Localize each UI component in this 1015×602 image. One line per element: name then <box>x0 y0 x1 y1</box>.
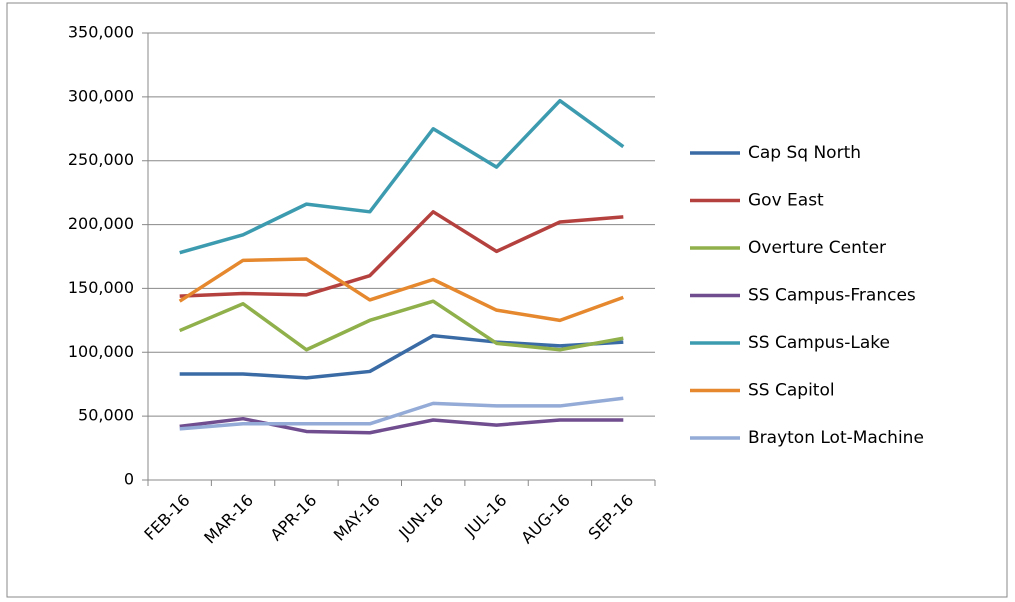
chart-border <box>6 2 1008 598</box>
legend-label: Overture Center <box>748 238 886 258</box>
legend-label: SS Campus-Frances <box>748 286 916 306</box>
y-tick-label: 150,000 <box>68 278 134 297</box>
series-line <box>179 98 625 255</box>
y-tick-label: 350,000 <box>68 23 134 42</box>
series-line <box>179 416 624 435</box>
y-tick-label: 200,000 <box>68 214 134 233</box>
series-line <box>178 257 624 323</box>
series-line <box>179 210 624 298</box>
y-tick-label: 100,000 <box>68 342 134 361</box>
y-tick-label: 50,000 <box>78 406 134 425</box>
series-line <box>179 299 624 352</box>
legend-label: SS Campus-Lake <box>748 333 890 353</box>
legend-label: SS Capitol <box>748 381 835 401</box>
legend-label: Cap Sq North <box>748 143 861 163</box>
series-line <box>179 333 624 380</box>
y-tick-label: 0 <box>124 470 134 489</box>
y-tick-label: 300,000 <box>68 86 134 105</box>
legend-label: Brayton Lot-Machine <box>748 428 924 448</box>
y-tick-label: 250,000 <box>68 150 134 169</box>
legend-label: Gov East <box>748 191 824 211</box>
series-line <box>179 396 624 431</box>
